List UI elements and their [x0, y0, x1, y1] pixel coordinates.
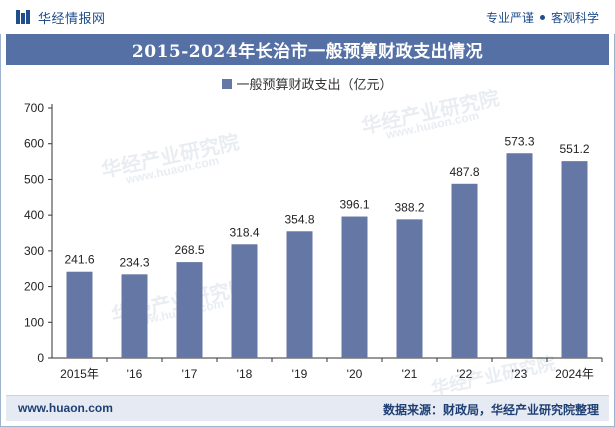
separator-dot-icon	[539, 15, 545, 20]
data-label: 354.8	[284, 212, 314, 226]
bar	[506, 153, 533, 358]
x-tick-label: '19	[292, 367, 308, 381]
data-label: 396.1	[339, 198, 369, 212]
x-tick-label: 2015年	[60, 367, 99, 381]
badge-professional: 专业严谨	[485, 11, 534, 25]
data-label: 551.2	[559, 142, 589, 156]
legend: 一般预算财政支出（亿元）	[0, 74, 615, 93]
legend-swatch	[222, 78, 233, 89]
data-label: 573.3	[504, 134, 534, 148]
x-tick-label: '21	[402, 367, 418, 381]
bar	[451, 183, 478, 358]
x-tick-label: '22	[457, 367, 473, 381]
y-tick-label: 500	[24, 172, 44, 186]
bar	[286, 231, 313, 358]
data-label: 388.2	[394, 200, 424, 214]
footer: www.huaon.com 数据来源：财政局，华经产业研究院整理	[6, 395, 609, 421]
x-tick-label: '16	[127, 367, 143, 381]
brand[interactable]: 华经情报网	[16, 8, 106, 26]
y-tick-label: 0	[37, 351, 44, 365]
data-label: 268.5	[174, 243, 204, 257]
x-tick-label: '23	[512, 367, 528, 381]
data-label: 487.8	[449, 165, 479, 179]
footer-source: 数据来源：财政局，华经产业研究院整理	[382, 403, 599, 417]
y-tick-label: 200	[24, 280, 44, 294]
y-tick-label: 100	[24, 315, 44, 329]
x-tick-label: '18	[237, 367, 253, 381]
bar	[66, 271, 93, 358]
chart-title: 2015-2024年长治市一般预算财政支出情况	[131, 42, 484, 62]
x-tick-label: 2024年	[555, 367, 594, 381]
bar	[341, 216, 368, 358]
data-label: 318.4	[229, 225, 259, 239]
legend-label: 一般预算财政支出（亿元）	[236, 77, 393, 92]
bar	[121, 274, 148, 358]
data-label: 241.6	[64, 253, 94, 267]
header-badges: 专业严谨 客观科学	[486, 9, 599, 26]
data-label: 234.3	[119, 255, 149, 269]
header: 华经情报网 专业严谨 客观科学	[0, 0, 615, 34]
y-tick-label: 600	[24, 137, 44, 151]
x-tick-label: '20	[347, 367, 363, 381]
y-tick-label: 400	[24, 208, 44, 222]
y-tick-label: 300	[24, 244, 44, 258]
footer-url[interactable]: www.huaon.com	[18, 401, 113, 415]
x-tick-label: '17	[182, 367, 198, 381]
brand-logo-icon	[16, 10, 30, 24]
title-bar: 2015-2024年长治市一般预算财政支出情况	[6, 34, 609, 65]
bar	[561, 161, 588, 358]
brand-name: 华经情报网	[38, 10, 106, 26]
bar	[176, 262, 203, 358]
badge-objective: 客观科学	[550, 11, 599, 25]
y-tick-label: 700	[24, 101, 44, 115]
bar	[396, 219, 423, 358]
bar	[231, 244, 258, 358]
